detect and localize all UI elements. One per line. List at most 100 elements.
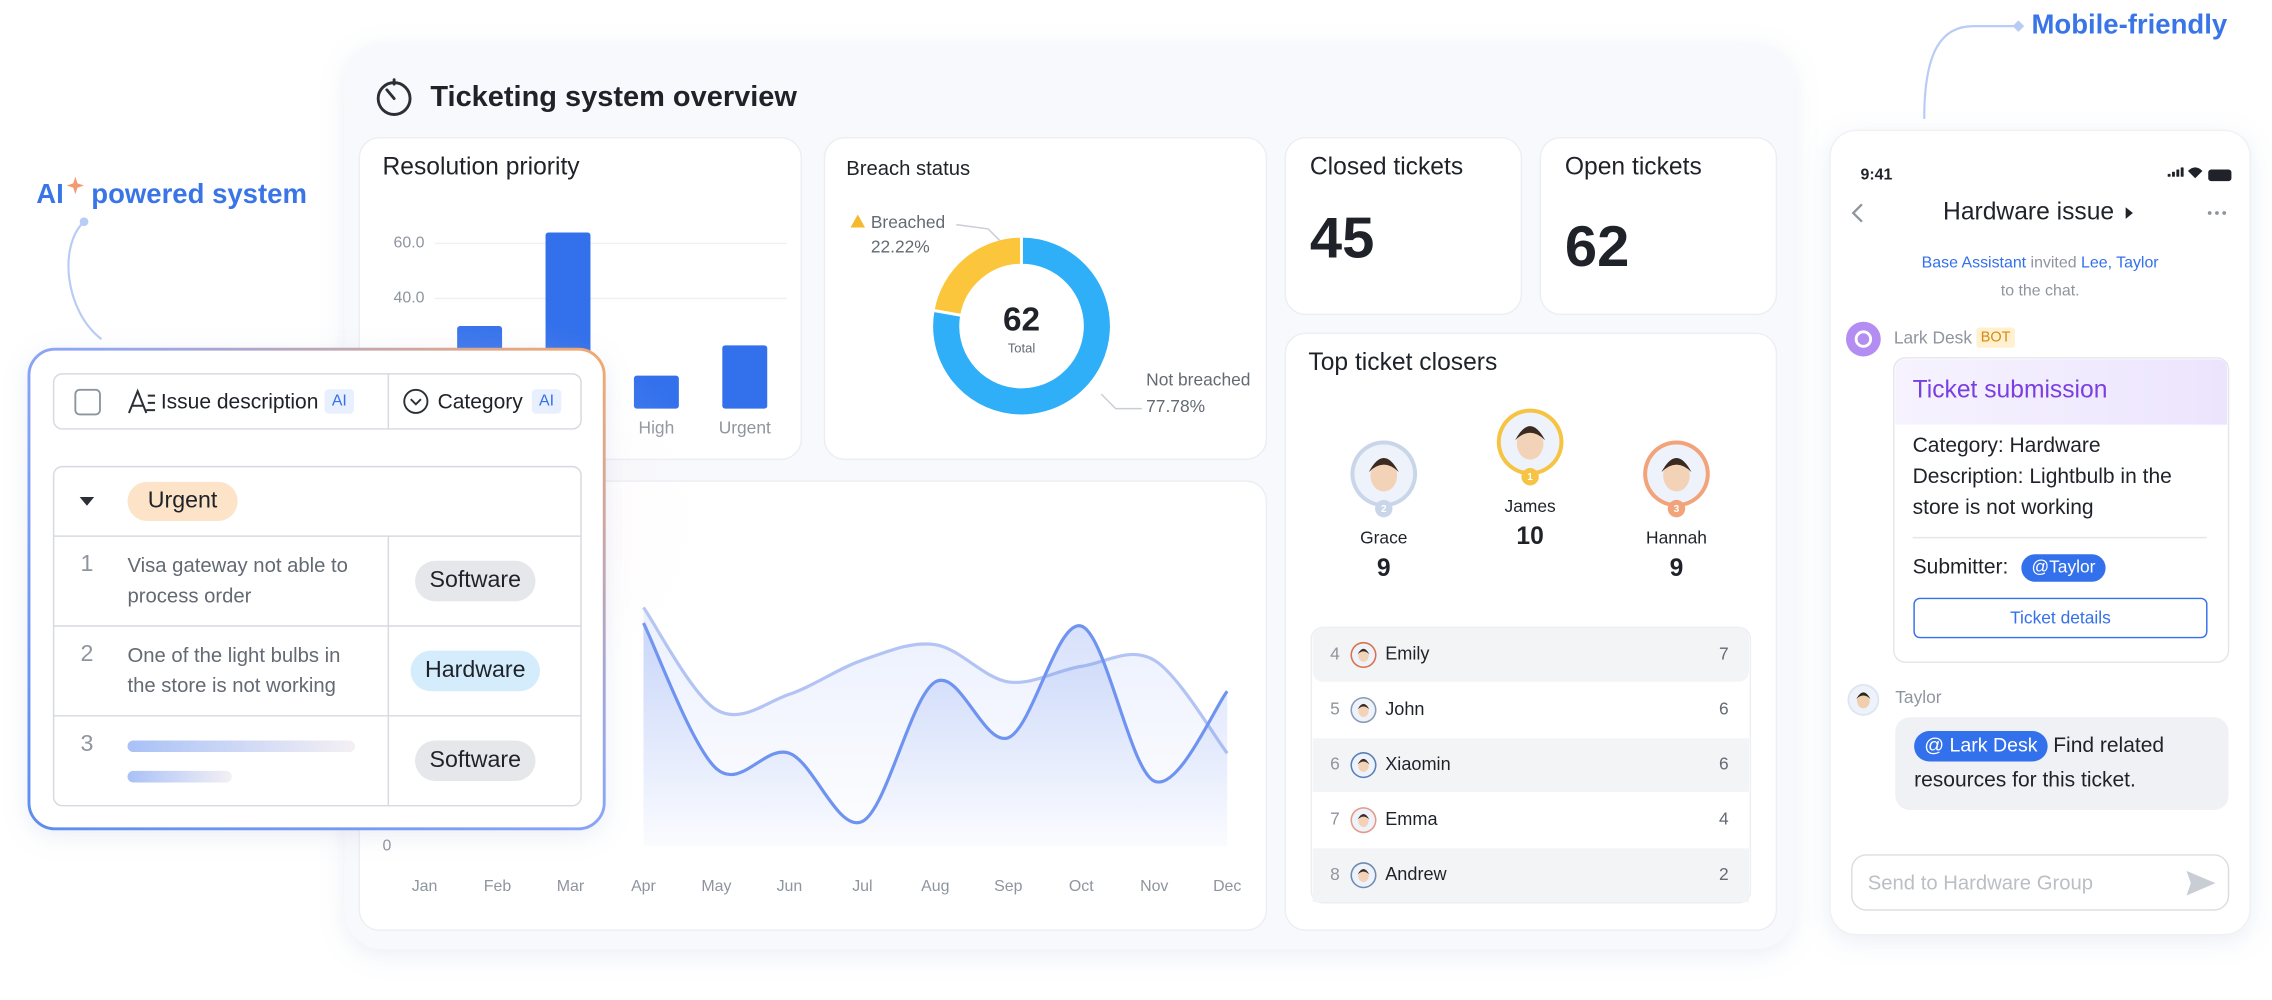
rank: 8 (1330, 864, 1340, 884)
ticket-details-button[interactable] (1913, 597, 2208, 639)
chip-background (531, 389, 562, 414)
closer-count: 9 (1377, 555, 1391, 582)
more-menu-dot[interactable] (2215, 211, 2219, 215)
chip-label: AI (539, 393, 554, 410)
ai-badge: AI (36, 178, 64, 209)
card-line: Category: Hardware (1913, 434, 2101, 457)
leader-line (956, 223, 1001, 242)
rank: 5 (1330, 699, 1340, 719)
select-all-checkbox[interactable] (74, 388, 101, 416)
card (1284, 136, 1523, 316)
signal-bar (2176, 169, 2180, 177)
chip-label: Software (430, 566, 521, 592)
sender-name: Lark Desk (1894, 328, 1973, 348)
chip-label: Software (430, 746, 521, 772)
input-placeholder[interactable]: Send to Hardware Group (1868, 872, 2093, 894)
x-tick-label: Dec (1213, 878, 1241, 895)
rank: 6 (1330, 754, 1340, 774)
closer-name: Emily (1385, 644, 1430, 664)
invite-actor: Base Assistant (1922, 255, 2027, 272)
card-line: Submitter: (1913, 556, 2009, 579)
closer-count: 7 (1719, 644, 1729, 664)
avatar-face (1358, 649, 1369, 662)
rank-badge-label: 1 (1527, 472, 1533, 483)
avatar-hair (1515, 426, 1546, 441)
mobile-callout: Mobile-friendly (2031, 8, 2227, 39)
donut-total: 62 (1003, 301, 1040, 338)
closer-name: John (1385, 699, 1424, 719)
issue-description: Visa gateway not able to (128, 555, 348, 577)
avatar-hair (1357, 813, 1370, 820)
more-menu-dot[interactable] (2222, 211, 2227, 215)
invite-verb: invited (2031, 255, 2077, 272)
option-icon-chevron (410, 398, 422, 406)
chip-background (1914, 731, 2048, 762)
back-button[interactable] (1851, 203, 1863, 223)
bot-tag: BOT (1976, 327, 2015, 348)
battery-icon (2208, 169, 2232, 182)
chip-background (324, 389, 355, 414)
system-message: to the chat. (2001, 282, 2080, 299)
card-header (1895, 359, 2228, 425)
option-icon (403, 388, 429, 414)
text-field-icon (128, 388, 156, 414)
avatar (1643, 440, 1710, 508)
more-menu-dot[interactable] (2207, 211, 2212, 215)
y-tick-label: 0 (382, 837, 391, 854)
collapse-toggle[interactable] (79, 497, 95, 506)
stat-label: Closed tickets (1310, 154, 1463, 181)
rank-badge (1667, 499, 1686, 518)
x-tick-label: Oct (1069, 878, 1094, 895)
avatar (1350, 641, 1377, 669)
callout-dot (79, 217, 89, 227)
signal-bar (2167, 173, 2171, 177)
callout-diamond (2012, 20, 2025, 32)
leaderboard-row (1312, 628, 1749, 682)
avatar-face (1358, 814, 1369, 828)
callout-connector (67, 220, 103, 340)
warning-icon (850, 214, 866, 228)
chip-label: @ Lark Desk (1924, 734, 2037, 756)
closer-count: 4 (1719, 809, 1729, 829)
donut-segment (930, 234, 1113, 418)
send-button[interactable] (2186, 870, 2216, 896)
chip-label: @Taylor (2031, 557, 2095, 577)
avatar-hair (1357, 758, 1370, 765)
x-tick-label: Sep (994, 878, 1022, 895)
slice-value: 77.78% (1146, 396, 1205, 416)
message-input[interactable] (1851, 854, 2230, 911)
category-tag: Software (415, 740, 536, 782)
line-series (642, 622, 1229, 825)
rank-badge-label: 3 (1674, 504, 1680, 515)
card-line: store is not working (1913, 496, 2094, 519)
chip-label: BOT (1981, 329, 2011, 345)
donut-total-label: Total (1008, 341, 1036, 356)
row-number: 1 (80, 550, 93, 576)
avatar-face (1663, 459, 1690, 492)
avatar-face (1358, 704, 1369, 717)
leaderboard-row (1312, 738, 1749, 792)
closer-count: 10 (1516, 523, 1543, 550)
category-tag: Software (415, 560, 536, 602)
column-header[interactable]: Issue description (161, 390, 319, 413)
button-label[interactable]: Ticket details (2010, 607, 2111, 627)
system-message: Base Assistant invited Lee, Taylor (1922, 255, 2160, 272)
closer-count: 2 (1719, 864, 1729, 884)
row-number: 3 (80, 730, 93, 756)
mention-chip: @Taylor (2021, 554, 2106, 582)
avatar (1496, 408, 1564, 476)
sender-name: Taylor (1895, 687, 1942, 707)
chart-title: Resolution priority (383, 154, 581, 181)
closer-name: Emma (1385, 809, 1438, 829)
column-header[interactable]: Category (438, 390, 524, 413)
x-tick-label: Nov (1140, 878, 1168, 895)
x-tick-label: Mar (557, 878, 585, 895)
avatar-hair (1357, 703, 1370, 710)
table-body (52, 465, 582, 807)
closer-count: 6 (1719, 754, 1729, 774)
status-time: 9:41 (1860, 167, 1892, 184)
group-tag: Urgent (127, 481, 238, 521)
chip-background (1976, 327, 2015, 348)
rank: 7 (1330, 809, 1340, 829)
